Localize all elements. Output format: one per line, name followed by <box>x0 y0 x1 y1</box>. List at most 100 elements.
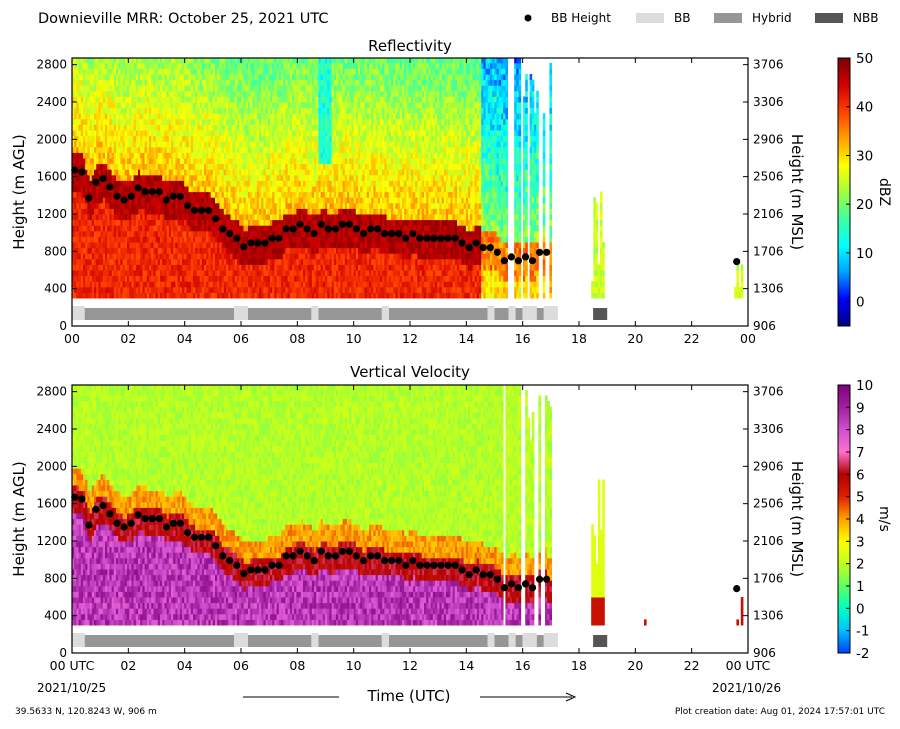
field-cell <box>146 253 150 260</box>
field-cell <box>208 253 211 260</box>
field-cell <box>208 292 211 299</box>
field-cell <box>206 102 209 109</box>
field-cell <box>182 135 185 142</box>
field-cell <box>309 281 313 288</box>
field-cell <box>208 286 211 293</box>
field-cell <box>107 124 110 131</box>
field-cell <box>272 68 275 75</box>
field-cell <box>232 130 236 137</box>
field-cell <box>190 253 194 260</box>
field-cell <box>239 197 242 204</box>
field-cell <box>259 163 262 170</box>
field-cell <box>129 68 132 75</box>
field-cell <box>228 219 231 226</box>
field-cell <box>206 85 209 92</box>
field-cell <box>157 253 161 260</box>
field-cell <box>146 208 150 215</box>
field-cell <box>265 275 269 282</box>
field-cell <box>245 102 249 109</box>
field-cell <box>248 169 251 176</box>
field-cell <box>208 79 211 86</box>
field-cell <box>283 197 286 204</box>
field-cell <box>272 202 275 209</box>
field-cell <box>305 286 308 293</box>
field-cell <box>122 90 126 97</box>
field-cell <box>237 174 240 181</box>
field-cell <box>87 264 90 271</box>
field-cell <box>305 169 308 176</box>
field-cell <box>142 163 145 170</box>
field-cell <box>294 219 297 226</box>
field-cell <box>146 158 150 165</box>
field-cell <box>166 135 170 142</box>
field-cell <box>289 62 293 69</box>
field-cell <box>296 202 299 209</box>
field-cell <box>100 191 104 198</box>
field-cell <box>199 214 203 221</box>
field-cell <box>281 286 284 293</box>
field-cell <box>107 169 110 176</box>
field-cell <box>91 174 95 181</box>
field-cell <box>289 68 293 75</box>
field-cell <box>300 96 304 103</box>
field-cell <box>300 90 304 97</box>
field-cell <box>300 191 304 198</box>
field-cell <box>182 258 185 265</box>
field-cell <box>294 96 297 103</box>
field-cell <box>287 163 291 170</box>
field-cell <box>197 158 200 165</box>
field-cell <box>173 62 176 69</box>
field-cell <box>72 58 75 64</box>
field-cell <box>129 163 132 170</box>
field-cell <box>98 270 101 277</box>
field-cell <box>177 74 181 81</box>
field-cell <box>314 186 317 193</box>
field-cell <box>146 152 150 159</box>
field-cell <box>252 275 255 282</box>
field-cell <box>113 158 117 165</box>
field-cell <box>223 281 227 288</box>
field-cell <box>208 270 211 277</box>
field-cell <box>83 85 86 92</box>
field-cell <box>283 163 286 170</box>
field-cell <box>221 275 225 282</box>
field-cell <box>157 286 161 293</box>
field-cell <box>263 258 266 265</box>
field-cell <box>129 208 132 215</box>
field-cell <box>89 85 93 92</box>
field-cell <box>129 52 132 58</box>
field-cell <box>217 96 220 103</box>
field-cell <box>283 191 286 198</box>
field-cell <box>116 130 119 137</box>
field-cell <box>267 124 271 131</box>
field-cell <box>140 219 143 226</box>
field-cell <box>224 52 227 58</box>
field-cell <box>259 264 262 271</box>
field-cell <box>166 118 170 125</box>
field-cell <box>314 135 317 142</box>
field-cell <box>103 52 106 58</box>
field-cell <box>300 74 304 81</box>
field-cell <box>285 124 288 131</box>
field-cell <box>285 163 288 170</box>
field-cell <box>219 96 222 103</box>
field-cell <box>303 107 306 114</box>
field-cell <box>76 242 79 249</box>
field-cell <box>296 169 299 176</box>
field-cell <box>272 107 275 114</box>
field-cell <box>149 90 152 97</box>
field-cell <box>303 264 306 271</box>
field-cell <box>133 135 137 142</box>
field-cell <box>287 191 291 198</box>
field-cell <box>197 191 200 198</box>
field-cell <box>283 90 286 97</box>
field-cell <box>210 214 214 221</box>
field-cell <box>155 247 159 254</box>
field-cell <box>307 208 310 215</box>
field-cell <box>223 186 227 193</box>
field-cell <box>116 107 119 114</box>
field-cell <box>168 247 172 254</box>
field-cell <box>212 74 216 81</box>
field-cell <box>186 236 189 243</box>
field-cell <box>250 247 253 254</box>
